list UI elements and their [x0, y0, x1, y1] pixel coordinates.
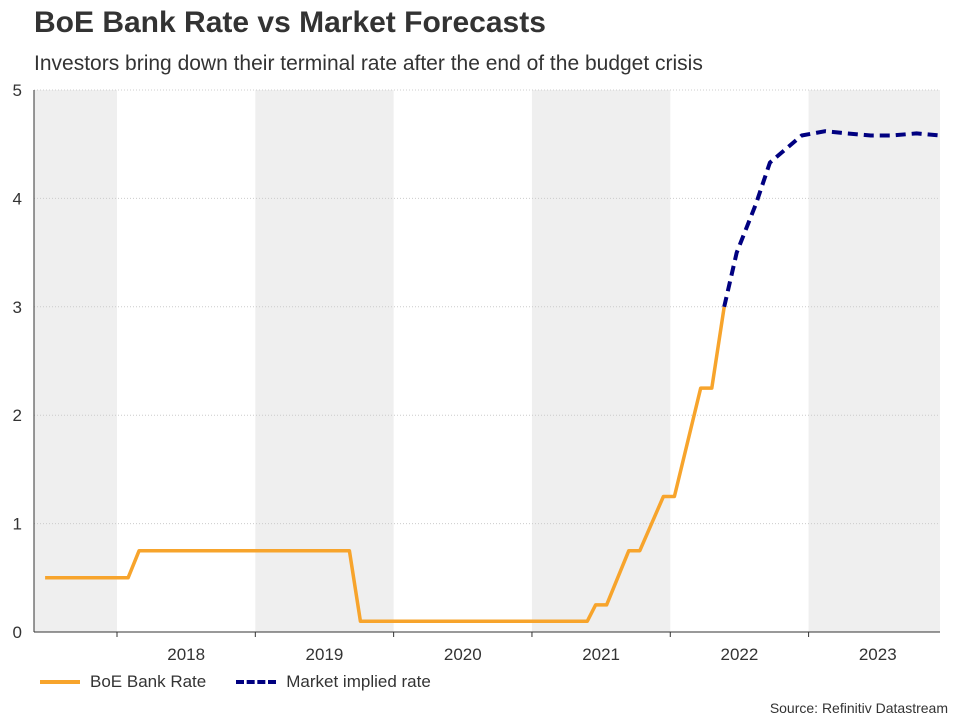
year-band-0: [34, 90, 117, 632]
y-tick-label: 3: [13, 298, 22, 317]
gridlines: [34, 89, 940, 525]
axes: [33, 90, 940, 637]
legend-swatch-boe: [40, 680, 80, 684]
x-tick-label: 2022: [721, 645, 759, 664]
y-tick-label: 0: [13, 623, 22, 642]
x-tick-label: 2020: [444, 645, 482, 664]
tick-labels: 0 1 2 3 4 5 2018 2019 2020 2021 2022 2023: [13, 81, 897, 664]
year-bands: [34, 90, 940, 632]
legend-item-market[interactable]: Market implied rate: [236, 672, 431, 692]
legend-label-market: Market implied rate: [286, 672, 431, 691]
legend-item-boe[interactable]: BoE Bank Rate: [40, 672, 206, 692]
year-band-1: [255, 90, 394, 632]
chart-subtitle: Investors bring down their terminal rate…: [34, 52, 703, 75]
x-tick-label: 2019: [306, 645, 344, 664]
x-tick-label: 2021: [582, 645, 620, 664]
series-line-0: [45, 306, 726, 623]
source-note: Source: Refinitiv Datastream: [769, 700, 948, 716]
y-tick-label: 5: [13, 81, 22, 100]
y-tick-label: 2: [13, 406, 22, 425]
legend-label-boe: BoE Bank Rate: [90, 672, 207, 691]
year-band-2: [531, 90, 671, 632]
legend-swatch-market: [236, 680, 277, 684]
x-tick-label: 2023: [859, 645, 897, 664]
series-lines: [45, 129, 941, 623]
chart-title: BoE Bank Rate vs Market Forecasts: [34, 6, 546, 39]
y-tick-label: 4: [13, 189, 22, 208]
y-tick-label: 1: [13, 515, 22, 534]
series-line-1: [722, 129, 941, 308]
x-tick-label: 2018: [167, 645, 205, 664]
legend: BoE Bank Rate Market implied rate: [40, 672, 461, 692]
year-band-3: [808, 90, 940, 632]
